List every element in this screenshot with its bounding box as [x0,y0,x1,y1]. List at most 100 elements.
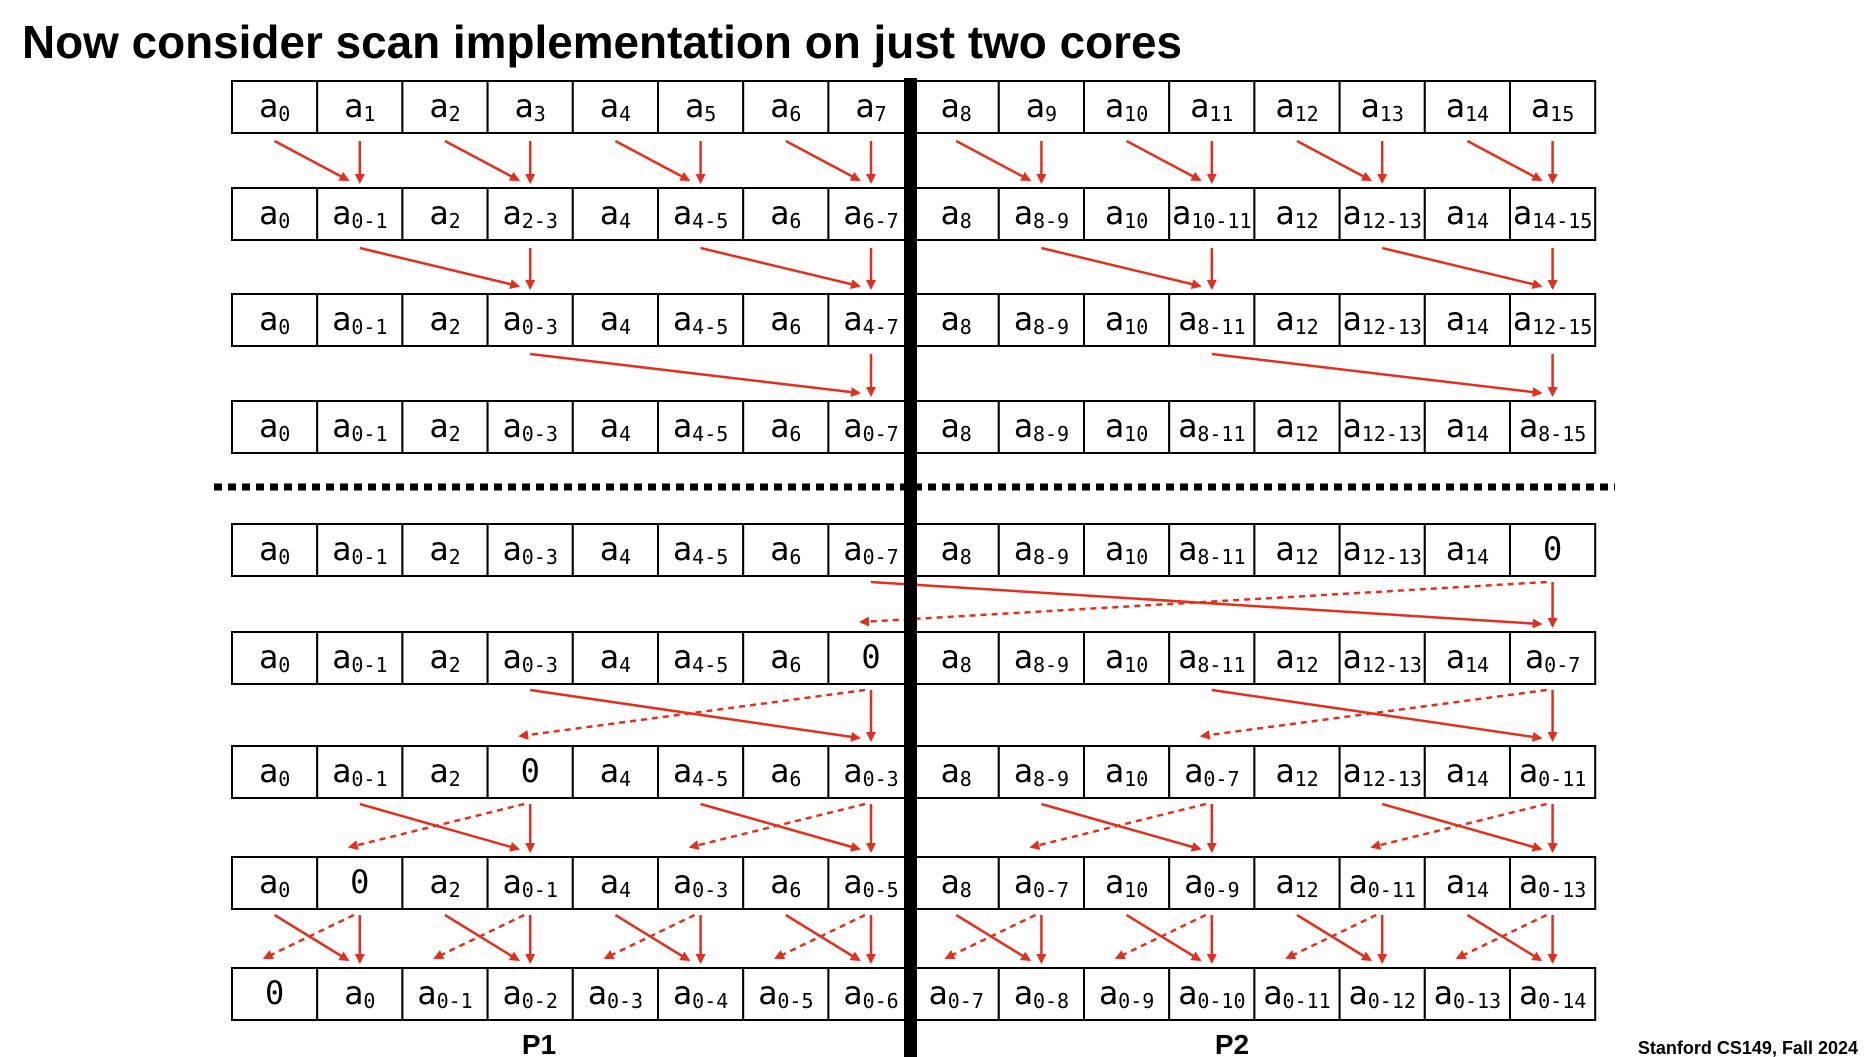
cell [1253,745,1341,799]
cell [1083,293,1171,347]
arrow [359,246,521,289]
cell-label: a4-5 [673,407,728,446]
cell-label: a12-15 [1513,300,1592,339]
cell-sub: 0-7 [1544,653,1580,677]
cell [316,187,404,241]
cell [1423,400,1512,454]
cell [1509,400,1597,454]
cell-base: a [429,194,448,232]
arrow [1381,802,1543,852]
cell-sub: 0-4 [692,989,728,1013]
cell [997,293,1085,347]
cell-base: a [1275,300,1294,338]
cell-base: a [855,87,874,125]
cell-sub: 0 [278,209,290,233]
cell-sub: 4-5 [692,315,728,339]
cell [1253,187,1341,241]
cell-sub: 8 [960,653,972,677]
cell [1423,187,1512,241]
cell [912,293,1000,347]
cell-sub: 0-11 [1283,989,1331,1013]
cell-label: a4 [600,638,631,677]
cell-label: a14 [1446,87,1489,126]
cell-sub: 8 [960,315,972,339]
cell-label: a0-1 [332,638,387,677]
cell-label: a0-1 [332,300,387,339]
cell-label: a8 [941,638,972,677]
cell [997,856,1085,910]
arrow [1041,802,1202,852]
cell-sub: 8 [960,878,972,902]
cell [912,187,1000,241]
cell-sub: 0-7 [948,989,984,1013]
arrow [347,802,525,850]
cell-base: a [1014,752,1033,790]
arrow [1211,688,1543,742]
cell-sub: 8-9 [1033,315,1069,339]
cell-sub: 14 [1465,653,1489,677]
cell-sub: 10 [1124,422,1148,446]
cell-sub: 0 [278,315,290,339]
cell-base: a [770,752,789,790]
cell-label: a4-5 [673,300,728,339]
cell [1509,967,1597,1021]
cell-label: a10 [1105,407,1148,446]
cell-sub: 8-11 [1197,315,1245,339]
cell [742,187,830,241]
cell-base: a [770,638,789,676]
cell-sub: 0-1 [351,767,387,791]
cell-label: a12-13 [1342,300,1421,339]
arrow [1381,246,1543,289]
arrow [1211,352,1543,398]
cell-sub: 4-5 [692,653,728,677]
cell-sub: 4-5 [692,209,728,233]
cell [1083,631,1171,685]
arrow [359,802,521,852]
cell-sub: 10-11 [1191,209,1251,233]
cell-label: a0-6 [843,974,898,1013]
cell [1083,745,1171,799]
cell-base: a [503,530,522,568]
cell-base: 0 [521,752,540,790]
cell-sub: 8-15 [1538,422,1586,446]
cell [1168,631,1256,685]
cell-sub: 12 [1295,545,1319,569]
arrow [262,913,355,960]
cell-base: a [600,407,619,445]
cell-sub: 4 [619,653,631,677]
cell-label: a2 [429,752,460,791]
cell-sub: 0-8 [1033,989,1069,1013]
cell-sub: 2 [449,102,461,126]
cell-label: a14 [1446,752,1489,791]
cell-base: a [770,194,789,232]
cell-label: a0-3 [503,530,558,569]
cell-base: a [1178,974,1197,1012]
cell-base: a [1178,638,1197,676]
cell-sub: 14 [1465,315,1489,339]
cell-base: a [673,407,692,445]
cell [1168,80,1256,134]
cell-label: a12 [1275,530,1318,569]
cell-sub: 0-1 [351,422,387,446]
cell-sub: 12 [1295,653,1319,677]
cell [742,523,830,577]
cell [657,967,745,1021]
cell-label: a0-4 [673,974,728,1013]
cell [401,967,489,1021]
cell-base: a [600,863,619,901]
cell-base: a [1014,863,1033,901]
cell-label: a8-9 [1014,407,1069,446]
cell [1338,293,1426,347]
cell-base: a [1361,87,1380,125]
cell-label: a0-11 [1263,974,1330,1013]
cell-sub: 15 [1550,102,1574,126]
cell-base: a [1519,752,1538,790]
cell-base: a [1342,300,1361,338]
cell-sub: 6 [789,209,801,233]
cell-label: a10 [1105,194,1148,233]
cell-base: a [1519,974,1538,1012]
cell-label: a0-7 [843,530,898,569]
cell-sub: 0-1 [351,209,387,233]
arrow [518,688,866,740]
cell-label: a4-5 [673,638,728,677]
